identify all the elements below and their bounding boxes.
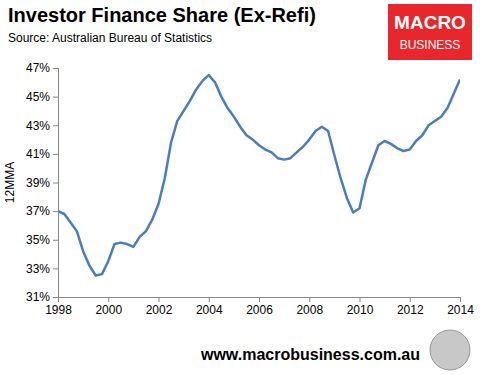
x-tick: 2000 bbox=[95, 297, 122, 317]
x-tick-mark bbox=[159, 297, 160, 302]
x-tick: 2012 bbox=[397, 297, 424, 317]
y-tick-label: 45% bbox=[26, 90, 50, 104]
logo-box bbox=[388, 4, 472, 60]
x-tick-label: 2012 bbox=[397, 303, 424, 317]
x-tick-mark bbox=[309, 297, 310, 302]
x-tick-mark bbox=[410, 297, 411, 302]
y-tick-label: 39% bbox=[26, 176, 50, 190]
y-tick: 43% bbox=[26, 119, 58, 133]
x-tick-label: 2002 bbox=[146, 303, 173, 317]
x-tick: 1998 bbox=[45, 297, 72, 317]
plot-area bbox=[58, 75, 460, 275]
y-tick-mark bbox=[53, 97, 58, 98]
y-tick: 33% bbox=[26, 262, 58, 276]
y-tick-mark bbox=[53, 154, 58, 155]
y-axis-title: 12MMA bbox=[3, 162, 17, 203]
y-tick-label: 33% bbox=[26, 262, 50, 276]
footer: www.macrobusiness.com.au bbox=[200, 346, 420, 363]
x-tick: 2014 bbox=[447, 297, 474, 317]
x-tick-mark bbox=[259, 297, 260, 302]
y-tick-mark bbox=[53, 68, 58, 69]
x-tick: 2006 bbox=[246, 297, 273, 317]
x-tick-label: 2000 bbox=[95, 303, 122, 317]
title: Investor Finance Share (Ex-Refi) bbox=[8, 4, 316, 26]
y-axis: 31%33%35%37%39%41%43%45%47% bbox=[26, 61, 59, 304]
y-tick-mark bbox=[53, 240, 58, 241]
x-tick-label: 2008 bbox=[296, 303, 323, 317]
x-tick-label: 2006 bbox=[246, 303, 273, 317]
logo-text: MACRO bbox=[394, 12, 466, 33]
x-tick-mark bbox=[360, 297, 361, 302]
y-tick-mark bbox=[53, 125, 58, 126]
x-tick: 2002 bbox=[146, 297, 173, 317]
x-tick: 2010 bbox=[347, 297, 374, 317]
data-line bbox=[58, 75, 460, 275]
y-tick-mark bbox=[53, 297, 58, 298]
x-tick: 2004 bbox=[196, 297, 223, 317]
y-tick-label: 47% bbox=[26, 61, 50, 75]
x-tick-mark bbox=[108, 297, 109, 302]
y-tick-label: 37% bbox=[26, 204, 50, 218]
wolf-logo bbox=[430, 330, 470, 370]
y-tick-mark bbox=[53, 268, 58, 269]
x-axis-line bbox=[59, 298, 461, 303]
x-tick-mark bbox=[58, 297, 59, 302]
x-tick-label: 2004 bbox=[196, 303, 223, 317]
chart: Investor Finance Share (Ex-Refi) Source: … bbox=[0, 0, 480, 375]
y-tick-label: 43% bbox=[26, 119, 50, 133]
x-tick: 2008 bbox=[296, 297, 323, 317]
y-tick: 47% bbox=[26, 61, 58, 75]
x-tick-mark bbox=[460, 297, 461, 302]
x-tick-label: 2014 bbox=[447, 303, 474, 317]
y-tick-label: 41% bbox=[26, 147, 50, 161]
y-tick: 45% bbox=[26, 90, 58, 104]
y-tick: 37% bbox=[26, 204, 58, 218]
x-tick-label: 2010 bbox=[347, 303, 374, 317]
y-tick: 35% bbox=[26, 233, 58, 247]
y-tick-label: 35% bbox=[26, 233, 50, 247]
x-axis: 1998 2000 2002 2004 2006 2008 2010 2012 2014 bbox=[45, 297, 474, 317]
y-tick-mark bbox=[53, 211, 58, 212]
y-axis-line bbox=[53, 69, 59, 298]
y-tick-mark bbox=[53, 183, 58, 184]
subtitle: Source: Australian Bureau of Statistics bbox=[8, 31, 212, 45]
y-tick: 39% bbox=[26, 176, 58, 190]
x-tick-mark bbox=[209, 297, 210, 302]
x-tick-label: 1998 bbox=[45, 303, 72, 317]
logo-text: BUSINESS bbox=[400, 38, 461, 52]
y-tick: 41% bbox=[26, 147, 58, 161]
